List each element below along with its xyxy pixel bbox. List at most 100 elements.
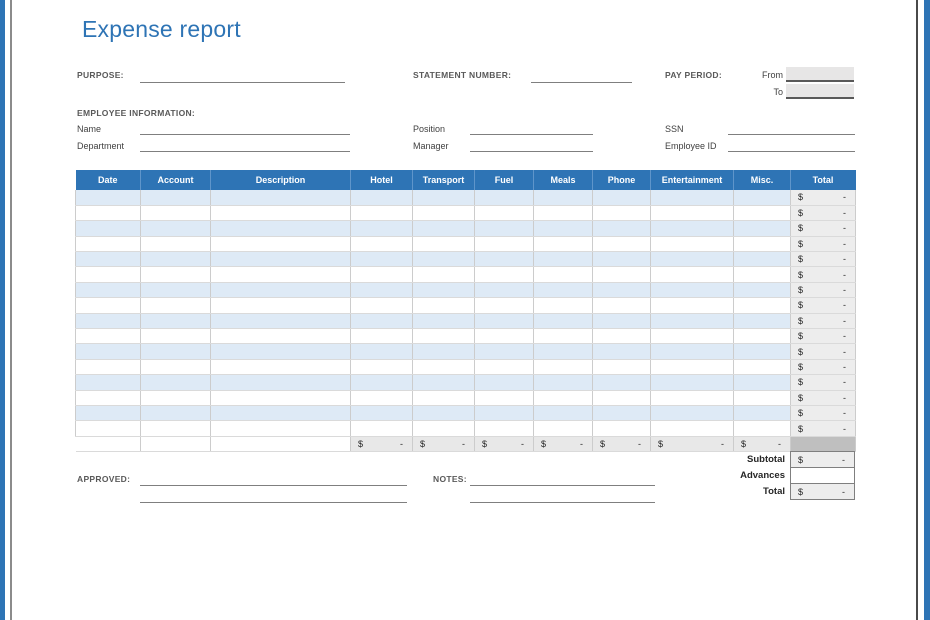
cell-hotel[interactable] <box>351 313 413 328</box>
cell-fuel[interactable] <box>475 236 534 251</box>
cell-description[interactable] <box>211 359 351 374</box>
cell-phone[interactable] <box>593 375 651 390</box>
cell-description[interactable] <box>211 236 351 251</box>
cell-fuel[interactable] <box>475 375 534 390</box>
cell-description[interactable] <box>211 344 351 359</box>
cell-hotel[interactable] <box>351 390 413 405</box>
cell-account[interactable] <box>141 205 211 220</box>
cell-phone[interactable] <box>593 236 651 251</box>
cell-transport[interactable] <box>413 267 475 282</box>
cell-misc[interactable] <box>734 236 791 251</box>
cell-entertainment[interactable] <box>651 405 734 420</box>
cell-transport[interactable] <box>413 298 475 313</box>
cell-misc[interactable] <box>734 267 791 282</box>
cell-misc[interactable] <box>734 298 791 313</box>
cell-hotel[interactable] <box>351 405 413 420</box>
cell-account[interactable] <box>141 236 211 251</box>
cell-account[interactable] <box>141 282 211 297</box>
cell-fuel[interactable] <box>475 221 534 236</box>
cell-phone[interactable] <box>593 344 651 359</box>
ssn-input-line[interactable] <box>728 121 855 135</box>
cell-misc[interactable] <box>734 190 791 205</box>
cell-hotel[interactable] <box>351 344 413 359</box>
cell-account[interactable] <box>141 313 211 328</box>
cell-transport[interactable] <box>413 390 475 405</box>
cell-transport[interactable] <box>413 190 475 205</box>
cell-meals[interactable] <box>534 205 593 220</box>
cell-description[interactable] <box>211 205 351 220</box>
cell-fuel[interactable] <box>475 267 534 282</box>
cell-date[interactable] <box>76 329 141 344</box>
cell-account[interactable] <box>141 405 211 420</box>
cell-phone[interactable] <box>593 252 651 267</box>
notes-line-2[interactable] <box>470 489 655 503</box>
cell-meals[interactable] <box>534 390 593 405</box>
cell-date[interactable] <box>76 390 141 405</box>
cell-hotel[interactable] <box>351 421 413 436</box>
cell-account[interactable] <box>141 298 211 313</box>
cell-date[interactable] <box>76 359 141 374</box>
pay-period-from-field[interactable] <box>786 67 854 82</box>
cell-phone[interactable] <box>593 421 651 436</box>
cell-entertainment[interactable] <box>651 252 734 267</box>
cell-meals[interactable] <box>534 405 593 420</box>
cell-account[interactable] <box>141 267 211 282</box>
cell-date[interactable] <box>76 236 141 251</box>
cell-transport[interactable] <box>413 359 475 374</box>
cell-misc[interactable] <box>734 359 791 374</box>
cell-fuel[interactable] <box>475 421 534 436</box>
employee-id-input-line[interactable] <box>728 138 855 152</box>
cell-date[interactable] <box>76 421 141 436</box>
cell-hotel[interactable] <box>351 375 413 390</box>
cell-phone[interactable] <box>593 221 651 236</box>
cell-misc[interactable] <box>734 313 791 328</box>
cell-misc[interactable] <box>734 375 791 390</box>
cell-meals[interactable] <box>534 190 593 205</box>
cell-fuel[interactable] <box>475 390 534 405</box>
department-input-line[interactable] <box>140 138 350 152</box>
cell-hotel[interactable] <box>351 205 413 220</box>
cell-meals[interactable] <box>534 344 593 359</box>
cell-phone[interactable] <box>593 267 651 282</box>
cell-account[interactable] <box>141 344 211 359</box>
cell-date[interactable] <box>76 405 141 420</box>
cell-entertainment[interactable] <box>651 205 734 220</box>
notes-line-1[interactable] <box>470 472 655 486</box>
cell-meals[interactable] <box>534 329 593 344</box>
cell-meals[interactable] <box>534 375 593 390</box>
cell-misc[interactable] <box>734 252 791 267</box>
cell-date[interactable] <box>76 221 141 236</box>
cell-description[interactable] <box>211 405 351 420</box>
cell-meals[interactable] <box>534 359 593 374</box>
cell-meals[interactable] <box>534 313 593 328</box>
cell-entertainment[interactable] <box>651 282 734 297</box>
cell-transport[interactable] <box>413 252 475 267</box>
cell-phone[interactable] <box>593 282 651 297</box>
cell-description[interactable] <box>211 252 351 267</box>
cell-account[interactable] <box>141 421 211 436</box>
cell-date[interactable] <box>76 190 141 205</box>
cell-meals[interactable] <box>534 221 593 236</box>
cell-entertainment[interactable] <box>651 267 734 282</box>
cell-description[interactable] <box>211 221 351 236</box>
cell-fuel[interactable] <box>475 313 534 328</box>
cell-meals[interactable] <box>534 267 593 282</box>
cell-hotel[interactable] <box>351 359 413 374</box>
cell-account[interactable] <box>141 329 211 344</box>
cell-description[interactable] <box>211 267 351 282</box>
cell-misc[interactable] <box>734 282 791 297</box>
cell-date[interactable] <box>76 375 141 390</box>
cell-misc[interactable] <box>734 421 791 436</box>
cell-fuel[interactable] <box>475 205 534 220</box>
cell-fuel[interactable] <box>475 252 534 267</box>
cell-entertainment[interactable] <box>651 298 734 313</box>
cell-description[interactable] <box>211 375 351 390</box>
cell-phone[interactable] <box>593 298 651 313</box>
cell-meals[interactable] <box>534 252 593 267</box>
cell-misc[interactable] <box>734 390 791 405</box>
cell-account[interactable] <box>141 190 211 205</box>
cell-description[interactable] <box>211 298 351 313</box>
cell-transport[interactable] <box>413 236 475 251</box>
cell-fuel[interactable] <box>475 298 534 313</box>
cell-account[interactable] <box>141 221 211 236</box>
